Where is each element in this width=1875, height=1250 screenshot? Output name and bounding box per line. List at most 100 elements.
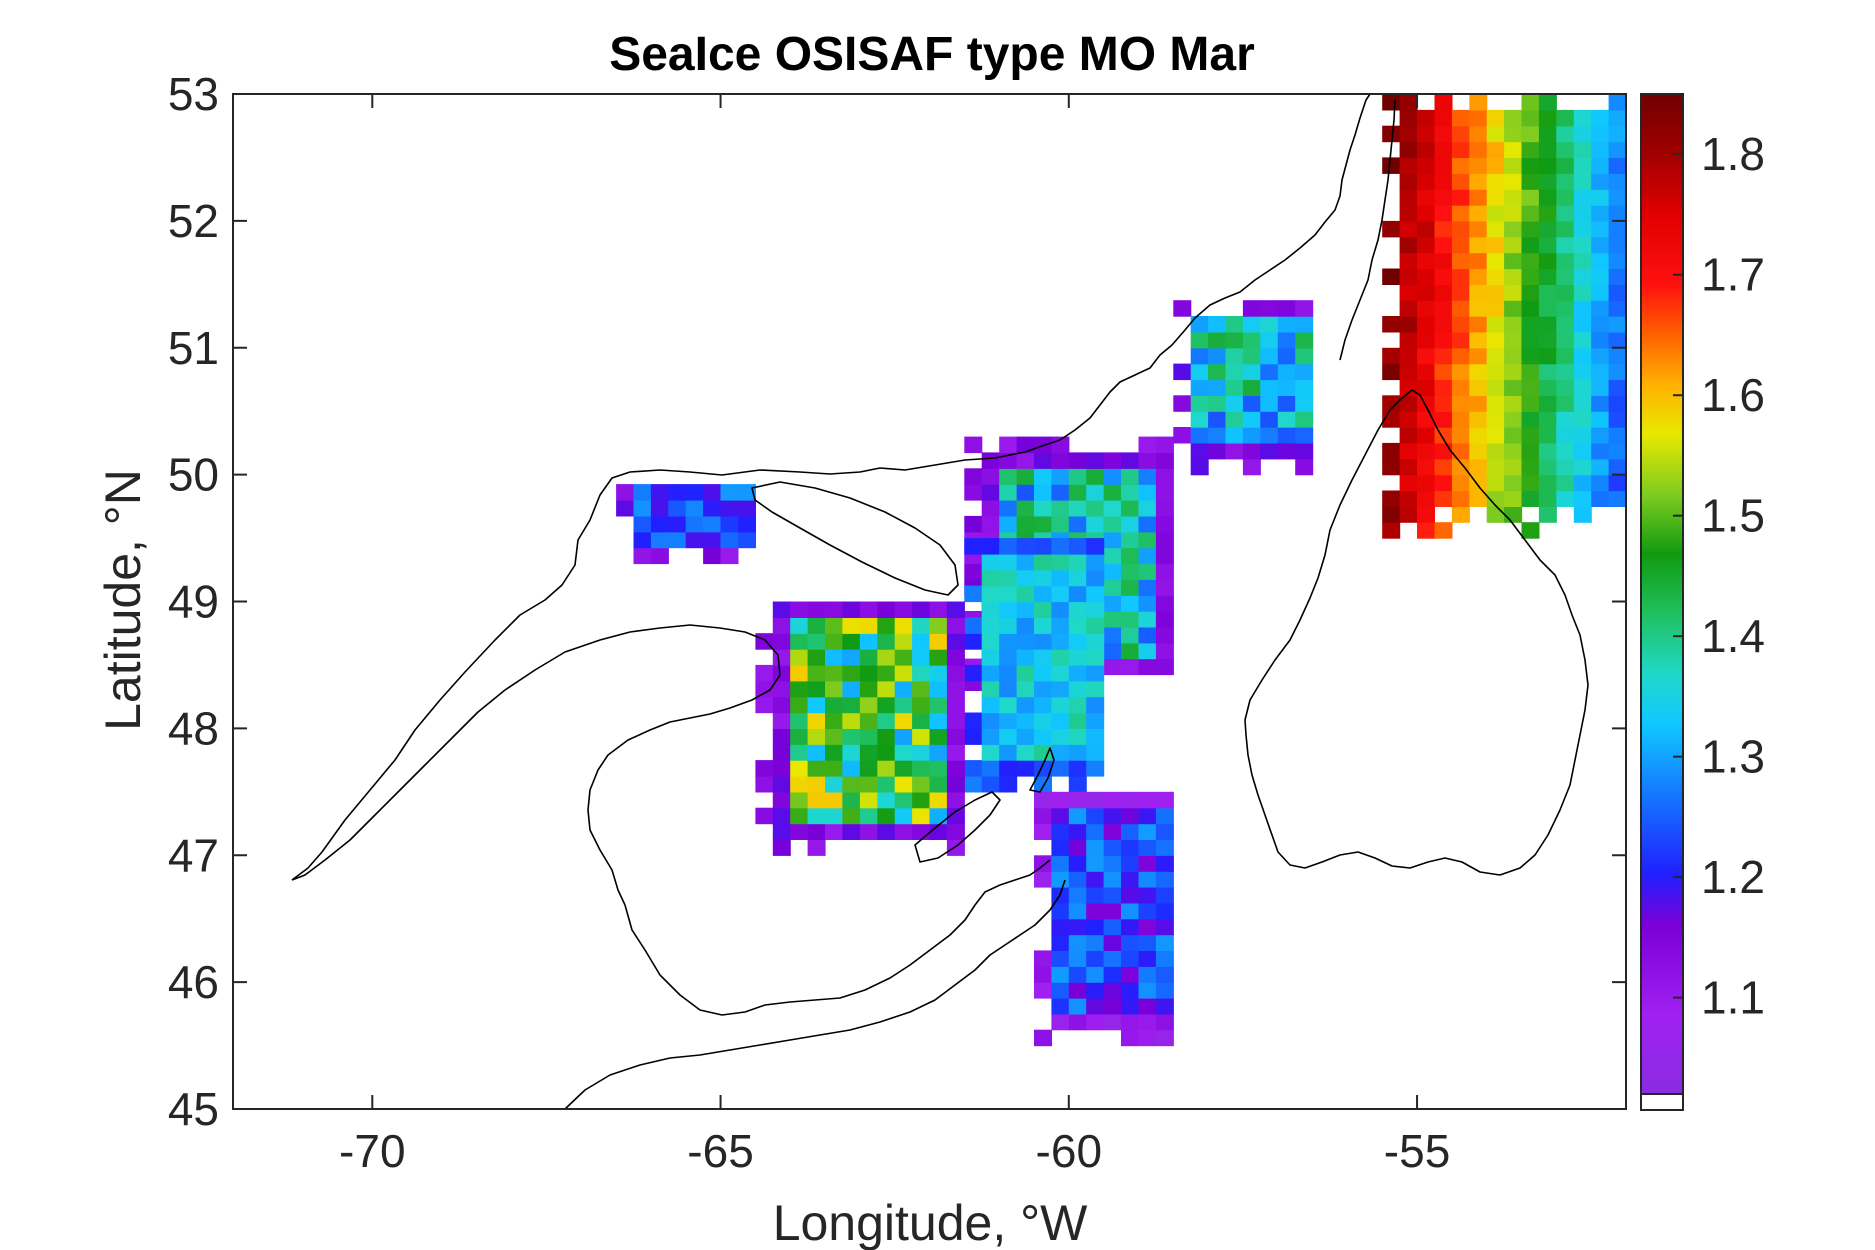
coastline-north-shore (291, 93, 1371, 881)
coastline-newfoundland (1244, 389, 1589, 876)
heatmap-cell (1538, 458, 1557, 476)
y-tick-label: 48 (168, 702, 219, 754)
heatmap-cell (1573, 300, 1592, 317)
heatmap-cell (1434, 522, 1453, 539)
heatmap-cell (1469, 252, 1488, 270)
heatmap-cell (1451, 316, 1470, 333)
heatmap-cell (825, 776, 843, 793)
heatmap-cell (1155, 611, 1174, 628)
heatmap-cell (1103, 595, 1122, 612)
heatmap-cell (1399, 490, 1418, 507)
heatmap-cell (1504, 173, 1523, 190)
heatmap-cell (1051, 855, 1070, 872)
heatmap-cell (1016, 452, 1035, 469)
heatmap-cell (981, 712, 1000, 729)
heatmap-cell (1399, 94, 1418, 111)
heatmap-cell (1086, 791, 1105, 809)
heatmap-cell (1417, 331, 1435, 349)
heatmap-cell (859, 776, 878, 793)
heatmap-cell (1068, 807, 1087, 825)
heatmap-cell (1538, 506, 1557, 523)
heatmap-cell (1399, 411, 1418, 428)
heatmap-cell (1434, 442, 1453, 460)
heatmap-cell (1486, 474, 1505, 492)
heatmap-cell (964, 617, 983, 634)
heatmap-cell (1521, 363, 1540, 381)
heatmap-cell (999, 538, 1018, 555)
heatmap-cell (1521, 252, 1540, 270)
heatmap-cell (1242, 395, 1261, 412)
heatmap-cell (1051, 871, 1070, 888)
heatmap-cell (1556, 220, 1575, 238)
heatmap-cell (1277, 411, 1296, 428)
heatmap-cell (1068, 680, 1087, 698)
heatmap-cell (1538, 125, 1557, 143)
heatmap-cell (1190, 395, 1209, 412)
heatmap-cell (1451, 252, 1470, 270)
heatmap-cell (999, 633, 1018, 650)
heatmap-cell (1486, 125, 1505, 143)
heatmap-cell (859, 649, 878, 666)
heatmap-cell (1591, 268, 1610, 285)
heatmap-cell (703, 515, 722, 533)
y-axis-label: Latitude, °N (95, 469, 151, 731)
heatmap-cell (772, 680, 791, 698)
heatmap-cell (999, 696, 1018, 714)
heatmap-cell (1103, 839, 1122, 856)
heatmap-cell (877, 791, 896, 809)
heatmap-cell (1051, 839, 1070, 856)
heatmap-cell (825, 617, 843, 634)
heatmap-cell (1382, 506, 1401, 523)
heatmap-cell (1521, 427, 1540, 444)
heatmap-cell (1573, 316, 1592, 333)
heatmap-cell (1121, 807, 1139, 825)
heatmap-cell (1486, 490, 1505, 507)
heatmap-cell (877, 744, 896, 761)
heatmap-cell (1138, 807, 1157, 825)
heatmap-cell (1417, 522, 1435, 539)
heatmap-cell (999, 601, 1018, 618)
heatmap-cell (1556, 427, 1575, 444)
heatmap-cell (1016, 680, 1035, 698)
heatmap-cell (1556, 316, 1575, 333)
heatmap-cell (1225, 316, 1244, 333)
heatmap-cell (738, 500, 756, 517)
heatmap-cell (1103, 998, 1122, 1015)
heatmap-cell (1242, 379, 1261, 396)
heatmap-cell (981, 760, 1000, 777)
heatmap-cell (1399, 331, 1418, 349)
heatmap-cell (720, 547, 739, 565)
heatmap-cell (1399, 506, 1418, 523)
heatmap-cell (1573, 347, 1592, 365)
heatmap-cell (1034, 982, 1052, 999)
heatmap-cell (1138, 452, 1157, 469)
heatmap-cell (790, 633, 809, 650)
heatmap-cell (1034, 452, 1052, 469)
heatmap-cell (929, 680, 948, 698)
heatmap-cell (1608, 157, 1627, 174)
heatmap-cell (1242, 316, 1261, 333)
heatmap-cell (1086, 1013, 1105, 1031)
heatmap-cell (1521, 173, 1540, 190)
heatmap-cell (842, 791, 861, 809)
heatmap-cell (1051, 484, 1070, 501)
heatmap-cell (946, 807, 965, 825)
heatmap-cell (1155, 515, 1174, 533)
heatmap-cell (1103, 871, 1122, 888)
heatmap-cell (946, 617, 965, 634)
heatmap-cell (1051, 934, 1070, 951)
heatmap-cell (1504, 236, 1523, 254)
heatmap-cell (1469, 141, 1488, 159)
heatmap-cell (1538, 363, 1557, 381)
heatmap-cell (842, 807, 861, 825)
heatmap-cell (1155, 579, 1174, 596)
heatmap-cell (929, 649, 948, 666)
heatmap-cell (1103, 484, 1122, 501)
heatmap-cell (1382, 363, 1401, 381)
heatmap-cell (1486, 379, 1505, 396)
heatmap-cell (1086, 982, 1105, 999)
heatmap-cell (946, 712, 965, 729)
heatmap-cell (1504, 316, 1523, 333)
heatmap-cell (1538, 442, 1557, 460)
heatmap-cell (1190, 458, 1209, 476)
